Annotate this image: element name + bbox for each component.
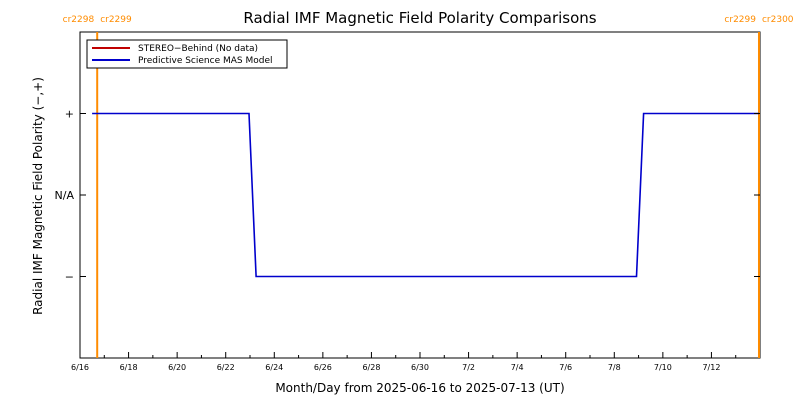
carrington-labels: cr2298 cr2299 cr2299 cr2300 — [63, 15, 794, 25]
x-tick-label: 7/4 — [511, 363, 524, 372]
x-tick-label: 6/20 — [168, 363, 186, 372]
x-tick-label: 6/30 — [411, 363, 429, 372]
x-tick-label: 7/12 — [702, 363, 720, 372]
series-line — [92, 112, 759, 278]
x-tick-label: 7/6 — [559, 363, 572, 372]
carrington-label-right: cr2300 — [762, 15, 794, 25]
y-axis: + N/A − — [55, 108, 760, 284]
x-tick-label: 6/18 — [120, 363, 138, 372]
legend: STEREO−Behind (No data) Predictive Scienc… — [86, 39, 288, 69]
x-axis-label: Month/Day from 2025-06-16 to 2025-07-13 … — [275, 381, 564, 395]
carrington-label-left: cr2298 — [63, 15, 95, 25]
x-tick-label: 6/28 — [362, 363, 380, 372]
x-tick-label: 6/16 — [71, 363, 89, 372]
x-tick-label: 6/26 — [314, 363, 332, 372]
chart-title: Radial IMF Magnetic Field Polarity Compa… — [243, 9, 596, 27]
legend-label: Predictive Science MAS Model — [138, 56, 273, 66]
x-tick-label: 6/22 — [217, 363, 235, 372]
x-tick-label: 7/8 — [608, 363, 621, 372]
plot-frame — [79, 31, 761, 359]
legend-box — [86, 39, 288, 69]
x-tick-label: 7/10 — [654, 363, 672, 372]
carrington-label-left: cr2299 — [724, 15, 756, 25]
x-tick-label: 7/2 — [462, 363, 475, 372]
y-tick-label: N/A — [55, 189, 75, 202]
legend-label: STEREO−Behind (No data) — [138, 44, 258, 54]
y-tick-label: + — [65, 108, 74, 121]
y-tick-label: − — [65, 271, 74, 284]
y-axis-label: Radial IMF Magnetic Field Polarity (−,+) — [31, 77, 45, 315]
series-lines — [92, 112, 759, 278]
x-tick-label: 6/24 — [265, 363, 283, 372]
carrington-markers — [96, 32, 760, 358]
x-axis: 6/16 6/18 6/20 6/22 6/24 6/26 6/28 6/30 7/2 7/4 7/… — [71, 352, 737, 372]
carrington-label-right: cr2299 — [100, 15, 132, 25]
